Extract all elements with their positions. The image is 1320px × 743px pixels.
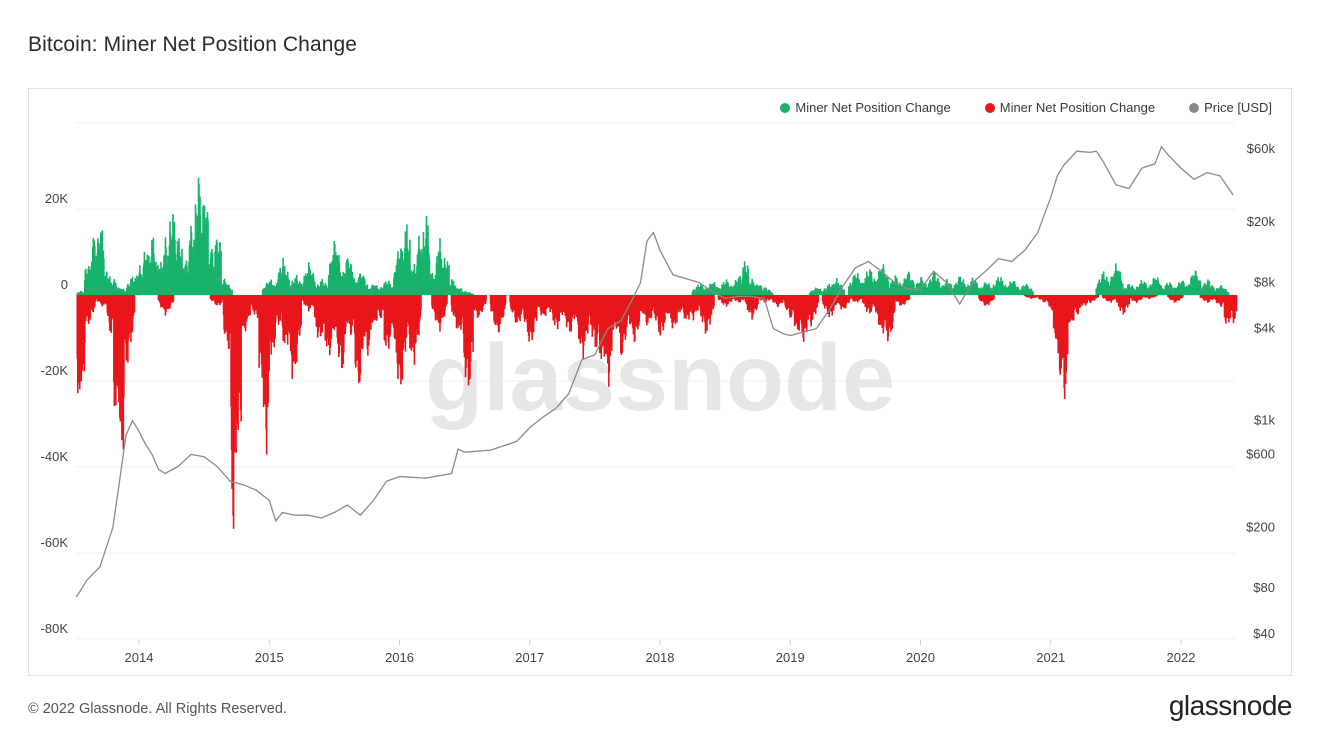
legend-dot-gray — [1189, 102, 1200, 113]
legend-dot-green — [780, 102, 791, 113]
chart-legend: Miner Net Position Change Miner Net Posi… — [780, 100, 1272, 115]
legend-dot-red — [984, 102, 995, 113]
legend-label: Miner Net Position Change — [795, 100, 951, 115]
footer-copyright: © 2022 Glassnode. All Rights Reserved. — [28, 701, 287, 717]
chart-frame — [28, 88, 1292, 676]
legend-item-positive[interactable]: Miner Net Position Change — [780, 100, 951, 115]
brand-logo[interactable]: glassnode — [1168, 690, 1293, 721]
legend-label: Price [USD] — [1204, 100, 1272, 115]
legend-label: Miner Net Position Change — [999, 100, 1156, 115]
legend-item-negative[interactable]: Miner Net Position Change — [984, 100, 1156, 115]
page-title: Bitcoin: Miner Net Position Change — [28, 33, 358, 56]
legend-item-price[interactable]: Price [USD] — [1189, 100, 1272, 115]
